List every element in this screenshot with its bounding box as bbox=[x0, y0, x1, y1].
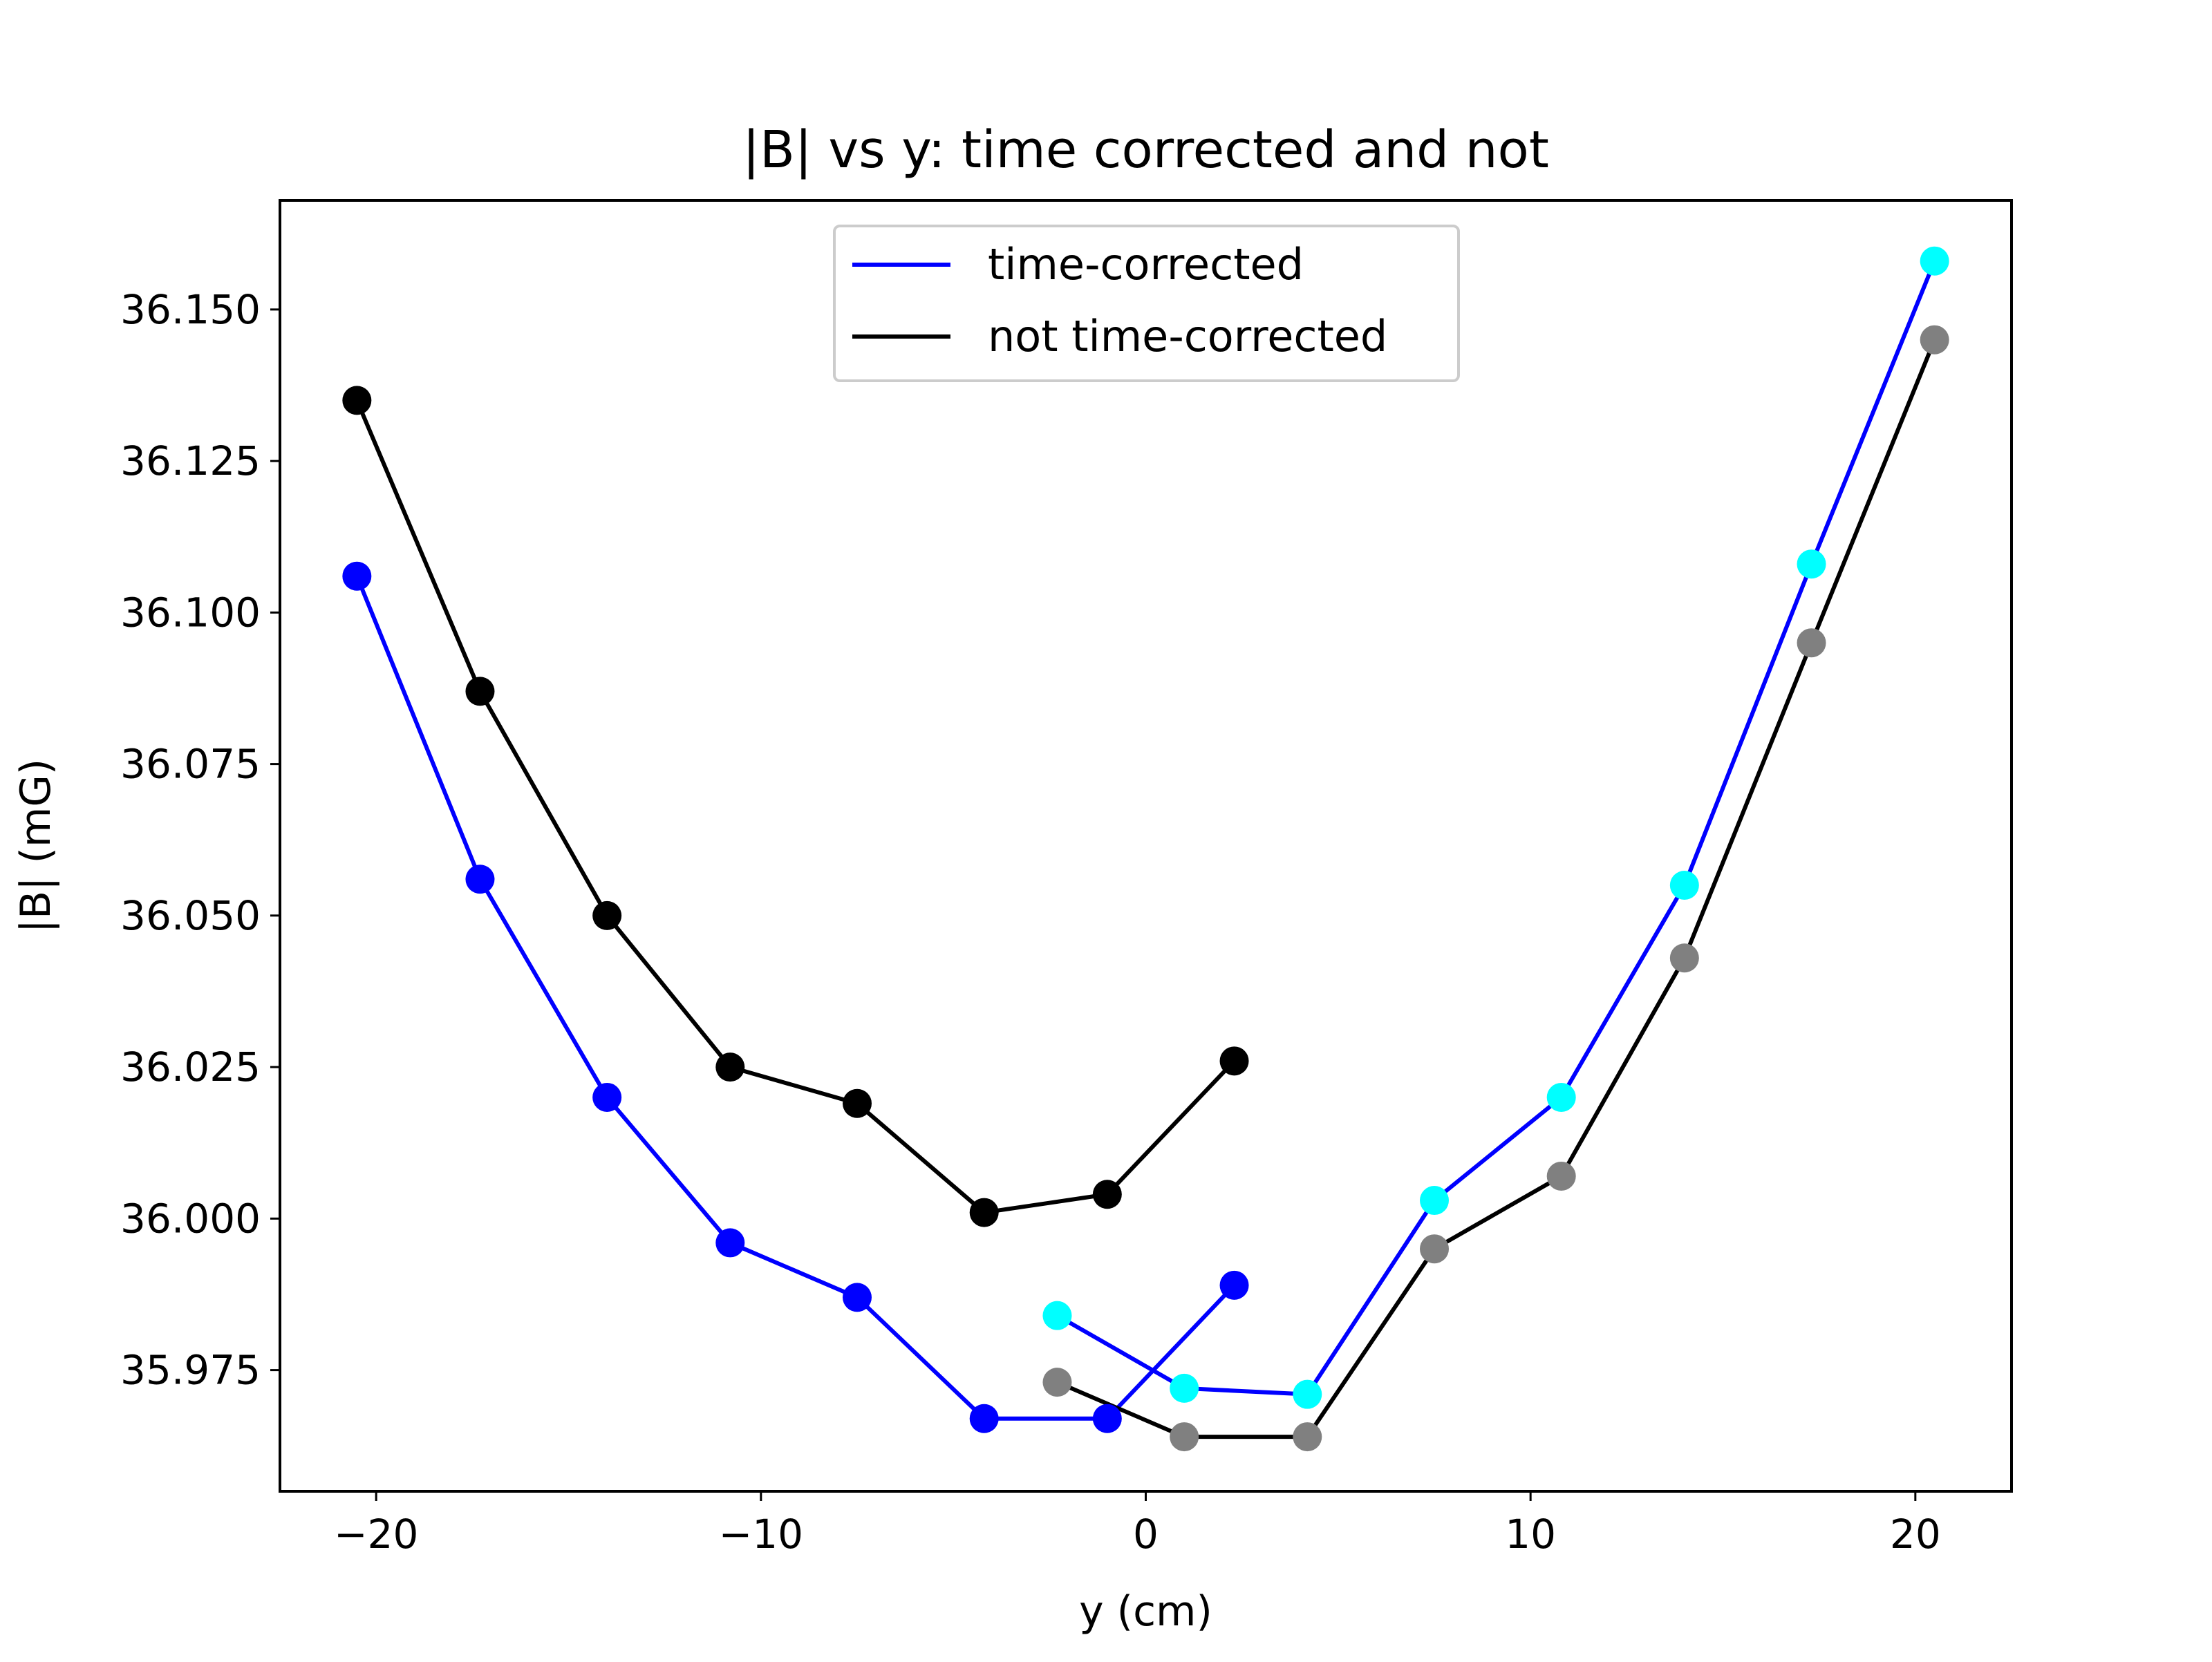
y-tick-label: 36.100 bbox=[120, 589, 261, 636]
x-tick-label: 0 bbox=[1133, 1511, 1159, 1558]
data-point bbox=[1797, 628, 1826, 658]
data-point bbox=[715, 1228, 745, 1258]
y-tick-label: 35.975 bbox=[120, 1347, 261, 1394]
chart-title: |B| vs y: time corrected and not bbox=[742, 120, 1549, 180]
data-point bbox=[592, 900, 622, 930]
series-1-markers bbox=[1042, 246, 1949, 1409]
y-tick-label: 36.025 bbox=[120, 1044, 261, 1090]
legend-box bbox=[833, 225, 1460, 382]
data-point bbox=[342, 561, 372, 591]
series-line bbox=[1056, 260, 1937, 1397]
data-point bbox=[1546, 1082, 1576, 1112]
series-2 bbox=[355, 399, 1236, 1215]
series-2-markers bbox=[342, 386, 1249, 1227]
data-point bbox=[843, 1283, 872, 1312]
data-point bbox=[1420, 1186, 1449, 1216]
series-layer bbox=[342, 246, 1949, 1452]
x-tick-label: 10 bbox=[1505, 1511, 1556, 1558]
data-point bbox=[715, 1052, 745, 1082]
y-axis-label: |B| (mG) bbox=[12, 759, 60, 933]
data-point bbox=[1293, 1379, 1322, 1409]
legend-label-time-corrected: time-corrected bbox=[988, 239, 1304, 290]
y-tick-label: 36.075 bbox=[120, 741, 261, 788]
data-point bbox=[465, 865, 495, 894]
data-point bbox=[1797, 549, 1826, 579]
y-tick-label: 36.150 bbox=[120, 286, 261, 333]
data-point bbox=[1293, 1422, 1322, 1452]
legend: time-corrected not time-corrected bbox=[833, 225, 1460, 382]
data-point bbox=[1092, 1180, 1122, 1209]
data-point bbox=[1092, 1404, 1122, 1433]
y-tick-label: 36.125 bbox=[120, 437, 261, 484]
data-point bbox=[342, 386, 372, 415]
series-line bbox=[355, 399, 1236, 1215]
data-point bbox=[465, 677, 495, 706]
data-point bbox=[843, 1088, 872, 1118]
data-point bbox=[592, 1082, 622, 1112]
y-tick-label: 36.050 bbox=[120, 892, 261, 939]
data-point bbox=[1219, 1046, 1249, 1076]
data-point bbox=[1170, 1422, 1199, 1452]
data-point bbox=[969, 1404, 999, 1433]
data-point bbox=[1420, 1234, 1449, 1264]
data-point bbox=[1920, 246, 1949, 276]
y-tick-label: 36.000 bbox=[120, 1195, 261, 1242]
x-tick-label: −10 bbox=[719, 1511, 803, 1558]
x-tick-label: −20 bbox=[334, 1511, 418, 1558]
series-0 bbox=[355, 575, 1236, 1421]
data-point bbox=[1669, 871, 1699, 900]
data-point bbox=[1042, 1368, 1072, 1397]
data-point bbox=[1170, 1373, 1199, 1403]
data-point bbox=[1920, 325, 1949, 355]
x-axis: −20 −10 0 10 20 bbox=[334, 1491, 1941, 1558]
series-line bbox=[355, 575, 1236, 1421]
legend-label-not-time-corrected: not time-corrected bbox=[988, 311, 1387, 361]
x-axis-label: y (cm) bbox=[1079, 1587, 1212, 1636]
data-point bbox=[1042, 1301, 1072, 1330]
series-line bbox=[1056, 339, 1937, 1439]
series-3 bbox=[1056, 339, 1937, 1439]
series-3-markers bbox=[1042, 325, 1949, 1452]
series-0-markers bbox=[342, 561, 1249, 1433]
data-point bbox=[1669, 943, 1699, 973]
y-axis: 35.975 36.000 36.025 36.050 36.075 36.100 36.1… bbox=[120, 286, 280, 1394]
data-point bbox=[1546, 1161, 1576, 1191]
series-1 bbox=[1056, 260, 1937, 1397]
data-point bbox=[1219, 1270, 1249, 1300]
data-point bbox=[969, 1198, 999, 1227]
x-tick-label: 20 bbox=[1890, 1511, 1941, 1558]
